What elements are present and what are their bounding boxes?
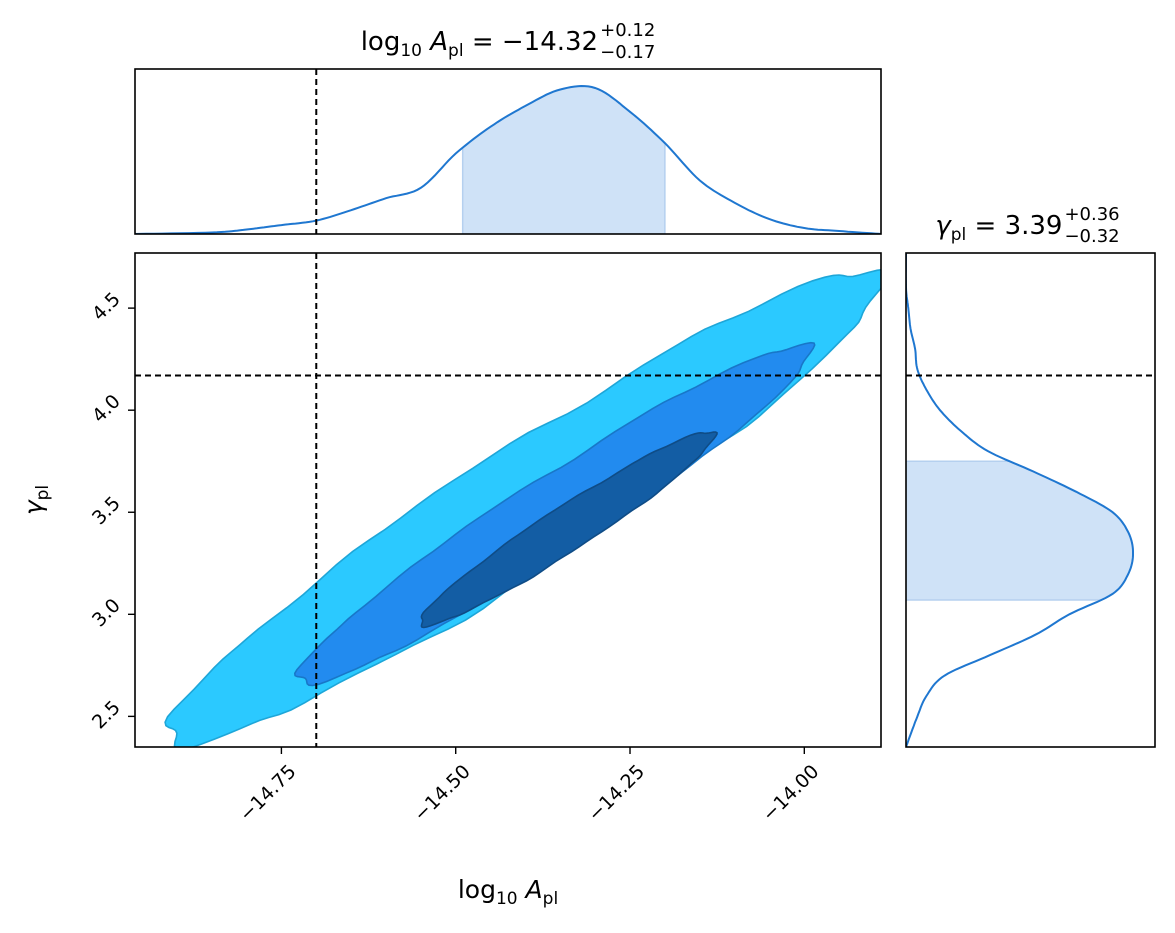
right-marginal-frame: [905, 252, 1156, 748]
x-axis-label: log10 Apl: [458, 875, 558, 909]
right-marginal-density-line: [906, 253, 1134, 747]
right-marginal-band: [906, 460, 1134, 601]
top-marginal-band: [461, 85, 666, 234]
top-marginal-frame: [134, 68, 882, 235]
y-tick-label: 3.5: [88, 492, 125, 529]
y-tick-label: 4.0: [88, 390, 125, 427]
title-gamma-plus: +0.36: [1064, 204, 1119, 225]
y-tick-label: 2.5: [88, 697, 125, 734]
title-log10-A-plus: +0.12: [600, 20, 655, 41]
x-tick-label: −14.75: [235, 761, 300, 826]
title-gamma-minus: −0.32: [1064, 226, 1119, 247]
y-axis-label: γpl: [19, 485, 53, 515]
y-tick-label: 3.0: [88, 594, 125, 631]
top-marginal: [135, 84, 881, 234]
x-tick-label: −14.00: [758, 761, 823, 826]
top-marginal-density-line: [135, 84, 881, 234]
right-marginal: [906, 253, 1134, 747]
contour-inner: [420, 431, 718, 629]
main-panel-contours: [164, 268, 881, 747]
title-log10-A: log10 Apl = −14.32: [361, 27, 598, 61]
x-tick-label: −14.25: [584, 761, 649, 826]
title-log10-A-minus: −0.17: [600, 42, 655, 63]
x-tick-label: −14.50: [410, 761, 475, 826]
title-gamma: γpl = 3.39: [935, 211, 1062, 245]
y-tick-label: 4.5: [88, 288, 125, 325]
main-panel-frame: [134, 252, 882, 748]
